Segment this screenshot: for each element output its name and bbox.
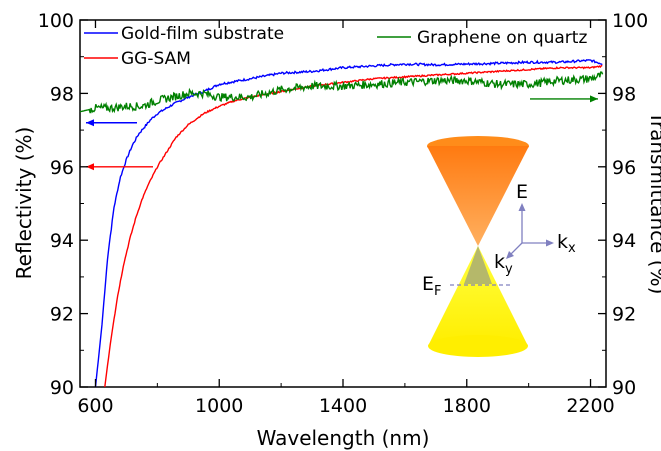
kx-axis-arrowhead [546,239,554,247]
axis-arrowhead-3 [590,95,598,103]
legend: Gold-film substrate GG-SAM Graphene on q… [84,24,587,69]
y-right-tick-label: 98 [612,83,636,105]
y-right-tick-label: 92 [612,304,636,326]
arrow-layer [86,95,598,171]
series-layer [79,59,604,388]
plot-frame [79,19,607,388]
axis-arrowhead-1 [86,119,94,127]
series-line-gg-sam [104,64,603,388]
x-tick-label: 1800 [443,395,491,417]
series-line-graphene-on-quartz [79,71,604,114]
x-tick-label: 1000 [195,395,243,417]
x-tick-label: 600 [77,395,113,417]
upper-cone [427,146,529,246]
y-right-tick-label: 94 [612,230,636,252]
dirac-cone-inset: E kx ky EF [422,136,576,357]
axis-arrowhead-2 [86,163,94,171]
series-line-gold-film-substrate [94,59,603,388]
y-axis-title-left: Reflectivity (%) [12,127,36,280]
y-left-tick-label: 94 [50,230,74,252]
y-axis-title-right: Transmittance (%) [646,111,661,295]
y-left-tick-label: 100 [38,10,74,32]
ky-axis-arrowhead [506,251,514,259]
x-tick-label: 2200 [566,395,614,417]
y-right-tick-label: 96 [612,157,636,179]
ky-label: ky [494,251,513,277]
lower-cone-bottom [428,335,528,357]
lower-cone [428,246,528,346]
y-left-tick-label: 96 [50,157,74,179]
legend-label-gg-sam: GG-SAM [121,49,191,69]
tick-layer: 600 1000 1400 1800 2200909294969810090929496… [38,10,649,417]
y-left-tick-label: 92 [50,304,74,326]
energy-label: E [516,181,528,203]
kx-label: kx [557,231,576,256]
x-tick-label: 1400 [319,395,367,417]
y-right-tick-label: 100 [612,10,648,32]
filled-states-tip [464,246,492,284]
y-right-tick-label: 90 [612,377,636,399]
y-left-tick-label: 90 [50,377,74,399]
energy-axis-arrowhead [518,203,526,211]
legend-label-gold: Gold-film substrate [121,24,284,44]
fermi-label: EF [422,273,442,299]
y-left-tick-label: 98 [50,83,74,105]
legend-label-graphene: Graphene on quartz [417,28,587,48]
x-axis-title: Wavelength (nm) [257,426,430,450]
